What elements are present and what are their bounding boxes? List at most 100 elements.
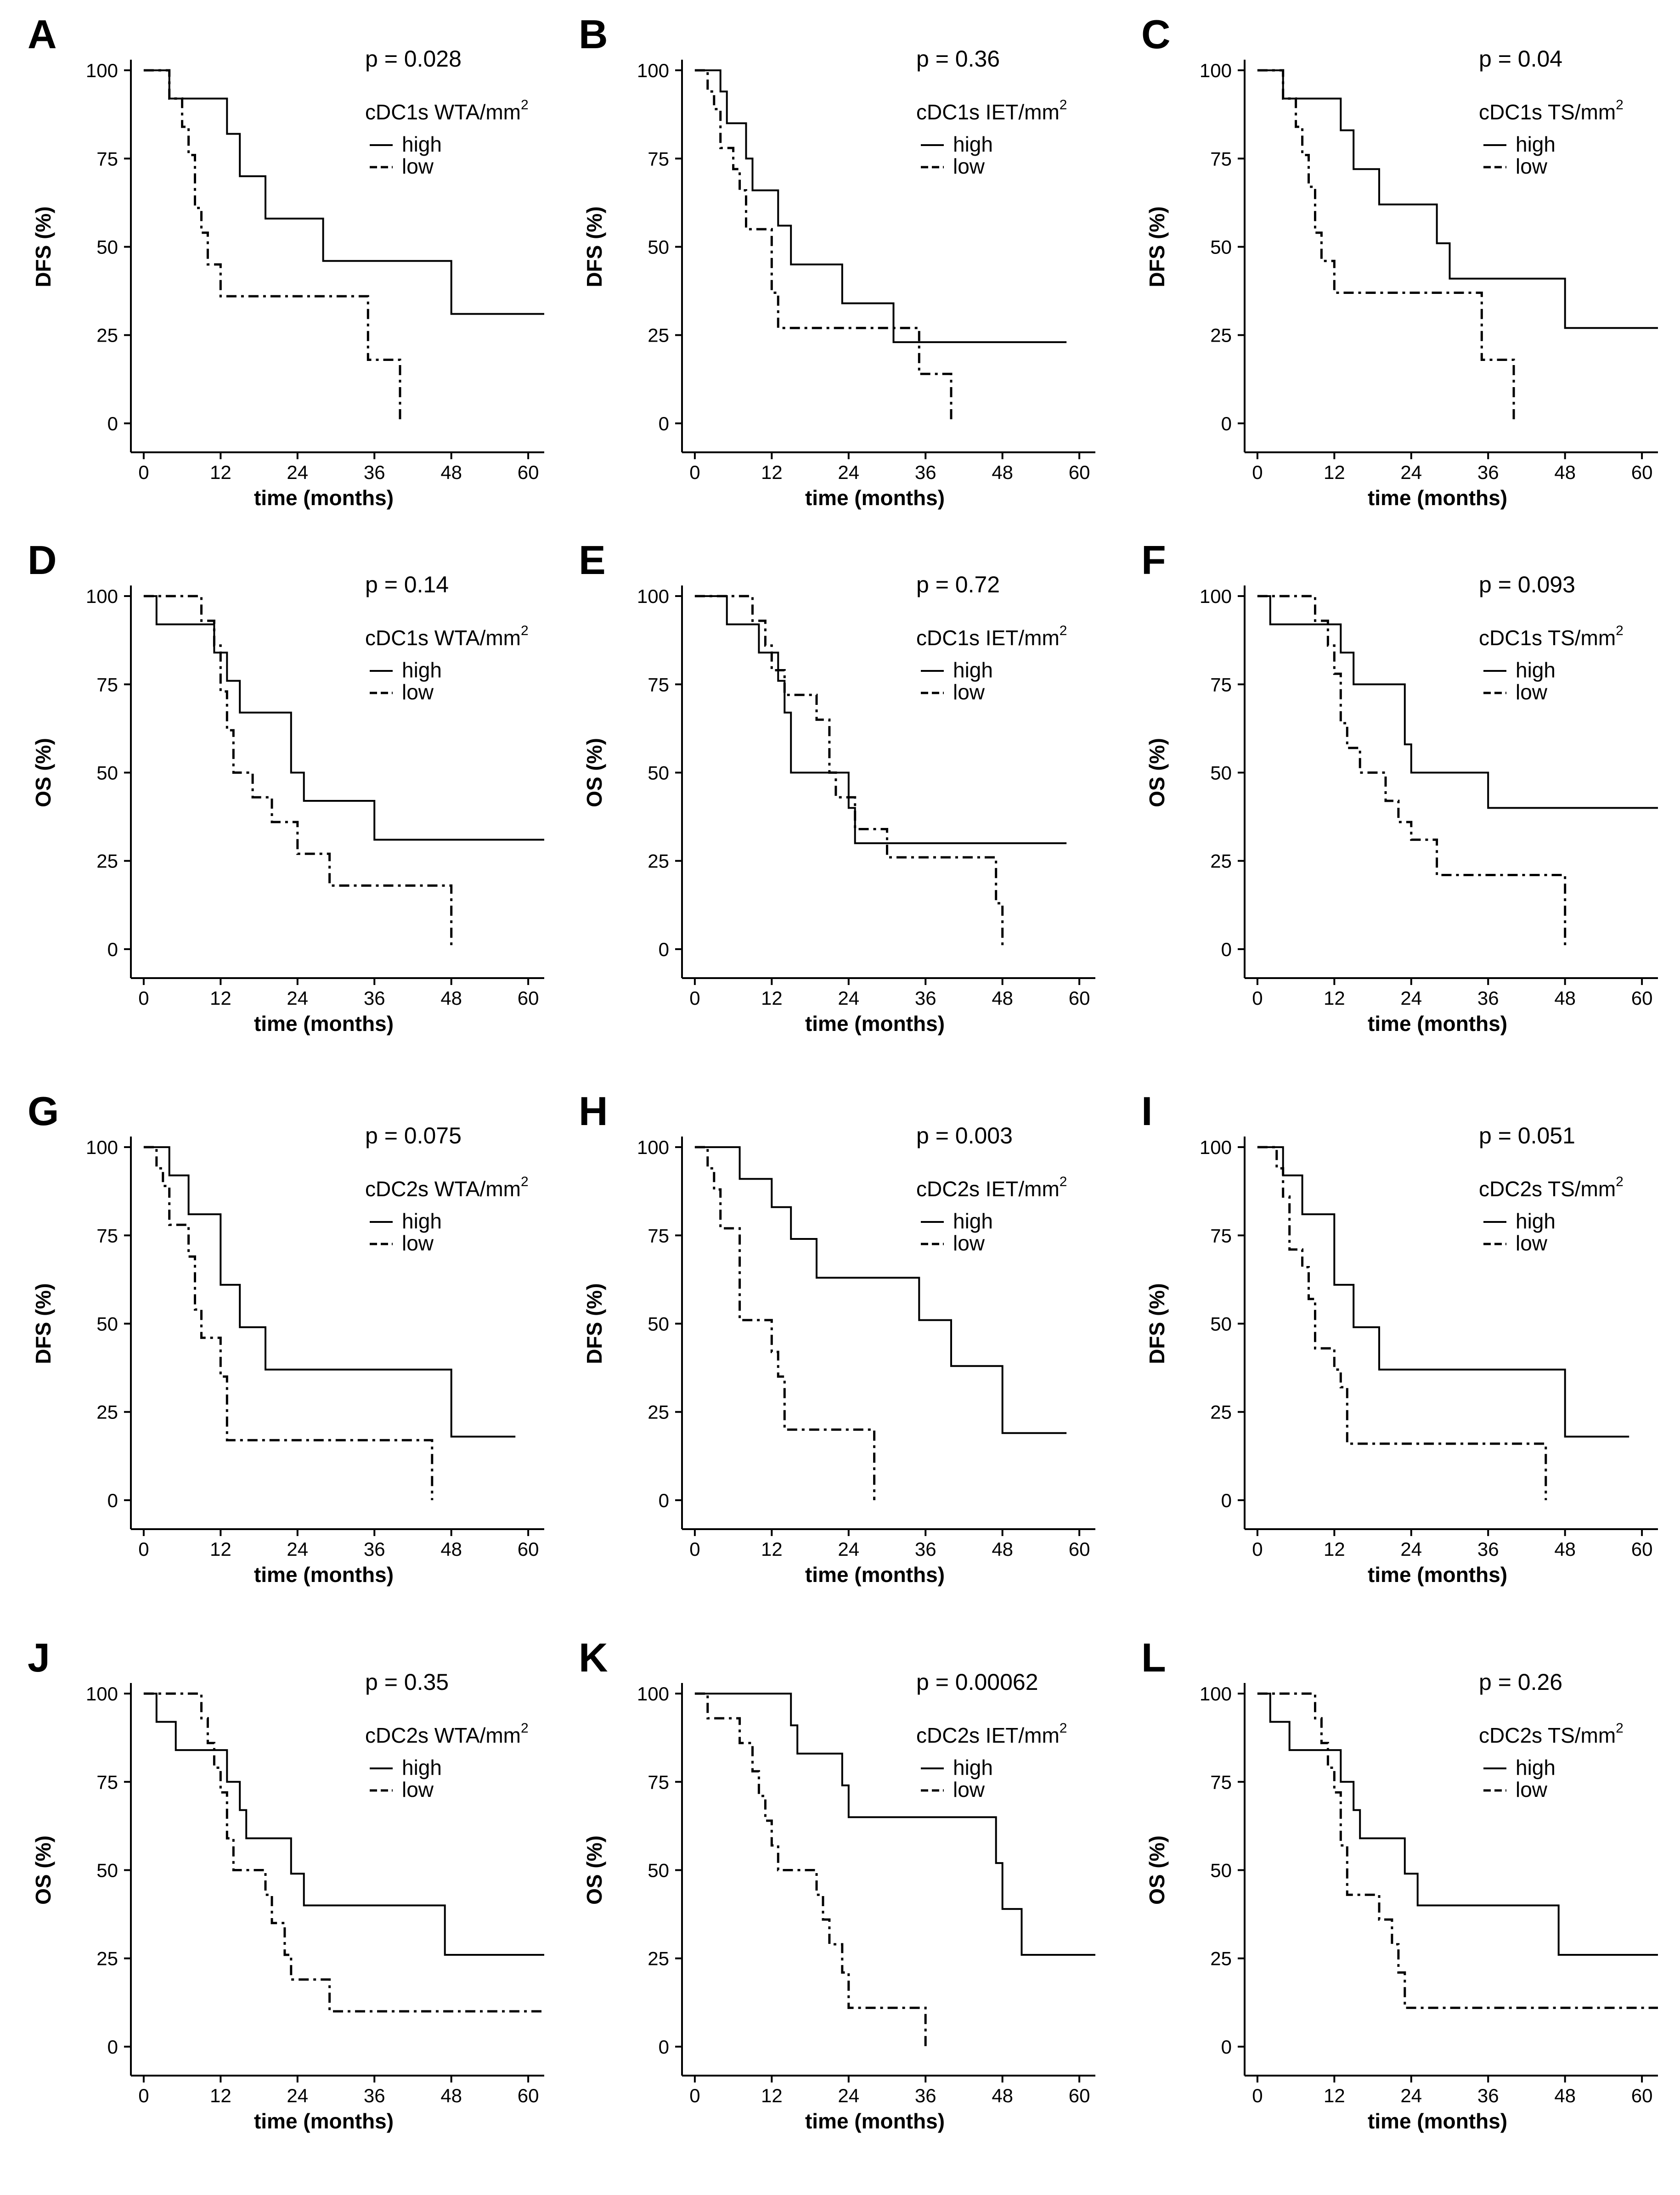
y-tick-label: 50: [1210, 1313, 1232, 1335]
y-tick-label: 100: [86, 1137, 118, 1158]
survival-curve-high: [694, 1146, 1067, 1434]
p-value-label: p = 0.00062: [916, 1669, 1038, 1695]
legend-label-high: high: [402, 658, 442, 682]
y-tick-label: 25: [96, 325, 118, 346]
x-tick-label: 36: [915, 2085, 936, 2106]
y-tick-label: 100: [637, 1137, 669, 1158]
x-tick-label: 36: [915, 462, 936, 483]
survival-curve-low: [694, 595, 1004, 949]
legend-label-high: high: [1516, 132, 1556, 156]
x-tick-label: 48: [1554, 1538, 1576, 1560]
x-tick-label: 12: [761, 1538, 783, 1560]
y-axis-title: OS (%): [31, 738, 55, 807]
legend-label-low: low: [953, 1778, 985, 1801]
x-tick-label: 0: [138, 462, 149, 483]
x-tick-label: 36: [915, 987, 936, 1009]
x-tick-label: 60: [1631, 987, 1653, 1009]
y-tick-label: 75: [648, 1225, 669, 1246]
legend-title-superscript: 2: [1616, 97, 1624, 113]
x-tick-label: 48: [440, 1538, 462, 1560]
x-tick-label: 24: [287, 462, 308, 483]
y-tick-label: 25: [648, 850, 669, 872]
y-tick-label: 100: [86, 585, 118, 607]
survival-curve-high: [1257, 595, 1658, 809]
y-tick-label: 0: [1221, 939, 1232, 960]
legend-title: cDC2s IET/mm2: [916, 1174, 1067, 1201]
panel-letter: I: [1141, 1088, 1152, 1134]
y-tick-label: 25: [1210, 325, 1232, 346]
legend-label-low: low: [1516, 1231, 1548, 1255]
x-tick-label: 36: [364, 2085, 385, 2106]
legend-title: cDC2s IET/mm2: [916, 1721, 1067, 1747]
survival-curve-low: [143, 69, 401, 423]
survival-curve-high: [143, 69, 544, 315]
x-tick-label: 0: [1252, 2085, 1263, 2106]
x-axis-title: time (months): [254, 1012, 394, 1036]
x-tick-label: 48: [440, 462, 462, 483]
legend-title-superscript: 2: [521, 623, 529, 638]
x-tick-label: 48: [1554, 987, 1576, 1009]
x-tick-label: 12: [1324, 462, 1345, 483]
survival-curve-low: [694, 69, 953, 423]
legend-title: cDC1s IET/mm2: [916, 623, 1067, 650]
x-tick-label: 24: [1400, 462, 1422, 483]
legend-label-high: high: [953, 1209, 993, 1233]
legend-title-text: cDC1s WTA/mm: [365, 626, 521, 650]
x-tick-label: 36: [364, 462, 385, 483]
x-tick-label: 60: [1631, 1538, 1653, 1560]
legend-title: cDC2s TS/mm2: [1479, 1174, 1624, 1201]
legend-title-superscript: 2: [1060, 97, 1067, 113]
km-panel-g: G 0 12 24 36 48 60 0 25 50 75 100 time (months) DFS (…: [28, 1088, 544, 1587]
x-tick-label: 24: [1400, 2085, 1422, 2106]
km-panel-f: F 0 12 24 36 48 60 0 25 50 75 100 time (months) OS (%…: [1141, 537, 1658, 1036]
y-tick-label: 25: [648, 1948, 669, 1970]
y-tick-label: 50: [96, 236, 118, 258]
x-tick-label: 12: [761, 2085, 783, 2106]
y-tick-label: 50: [648, 1313, 669, 1335]
panel-letter: E: [579, 537, 606, 583]
x-tick-label: 48: [440, 2085, 462, 2106]
y-tick-label: 0: [1221, 1490, 1232, 1511]
x-tick-label: 36: [915, 1538, 936, 1560]
x-axis-title: time (months): [254, 1563, 394, 1587]
x-tick-label: 60: [518, 1538, 539, 1560]
legend-title-superscript: 2: [521, 1721, 529, 1736]
y-tick-label: 25: [96, 1948, 118, 1970]
y-tick-label: 75: [1210, 674, 1232, 695]
y-tick-label: 50: [1210, 1860, 1232, 1881]
y-tick-label: 25: [96, 1401, 118, 1423]
legend-title-superscript: 2: [521, 1174, 529, 1189]
km-panel-b: B 0 12 24 36 48 60 0 25 50 75 100 time (months) DFS (…: [579, 11, 1095, 510]
x-tick-label: 60: [1069, 2085, 1090, 2106]
y-tick-label: 75: [648, 674, 669, 695]
legend-label-high: high: [1516, 658, 1556, 682]
x-tick-label: 24: [838, 2085, 859, 2106]
y-tick-label: 25: [1210, 1401, 1232, 1423]
panel-letter: D: [28, 537, 57, 583]
x-tick-label: 12: [210, 2085, 231, 2106]
legend-label-low: low: [402, 680, 434, 704]
y-tick-label: 50: [1210, 762, 1232, 784]
y-tick-label: 0: [659, 939, 669, 960]
y-tick-label: 100: [1200, 60, 1232, 81]
km-panel-j: J 0 12 24 36 48 60 0 25 50 75 100 time (months) OS (%…: [28, 1635, 544, 2133]
panel-letter: A: [28, 11, 57, 57]
legend-title-text: cDC2s WTA/mm: [365, 1723, 521, 1747]
panel-letter: B: [579, 11, 608, 57]
panel-letter: J: [28, 1635, 50, 1680]
survival-curve-high: [143, 1693, 544, 1956]
x-tick-label: 60: [518, 987, 539, 1009]
legend-title-text: cDC2s IET/mm: [916, 1723, 1060, 1747]
x-tick-label: 36: [1477, 462, 1499, 483]
y-tick-label: 0: [107, 1490, 118, 1511]
legend-title-text: cDC1s IET/mm: [916, 626, 1060, 650]
km-panel-i: I 0 12 24 36 48 60 0 25 50 75 100 time (months) DFS (…: [1141, 1088, 1658, 1587]
p-value-label: p = 0.35: [365, 1669, 449, 1695]
p-value-label: p = 0.72: [916, 572, 1000, 597]
km-panel-k: K 0 12 24 36 48 60 0 25 50 75 100 time (months) OS (%…: [579, 1635, 1095, 2133]
survival-curve-low: [143, 1692, 544, 2013]
y-tick-label: 100: [637, 60, 669, 81]
legend-title-superscript: 2: [1616, 623, 1624, 638]
x-tick-label: 12: [1324, 987, 1345, 1009]
